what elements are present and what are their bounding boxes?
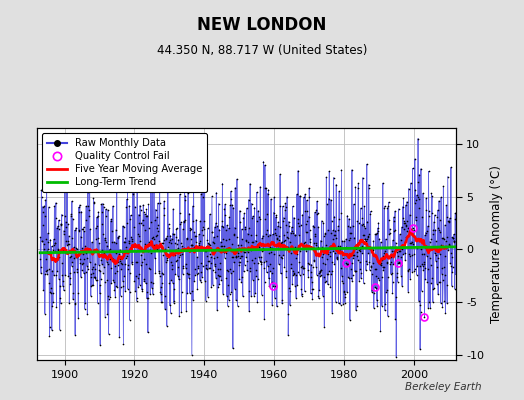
Y-axis label: Temperature Anomaly (°C): Temperature Anomaly (°C) bbox=[490, 165, 503, 323]
Legend: Raw Monthly Data, Quality Control Fail, Five Year Moving Average, Long-Term Tren: Raw Monthly Data, Quality Control Fail, … bbox=[42, 133, 207, 192]
Text: NEW LONDON: NEW LONDON bbox=[198, 16, 326, 34]
Text: Berkeley Earth: Berkeley Earth bbox=[406, 382, 482, 392]
Text: 44.350 N, 88.717 W (United States): 44.350 N, 88.717 W (United States) bbox=[157, 44, 367, 57]
